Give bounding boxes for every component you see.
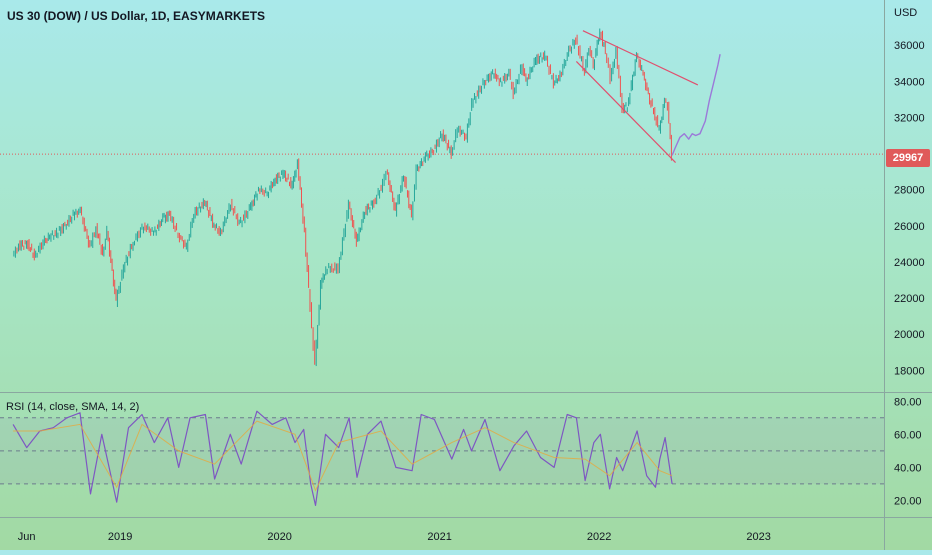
projection-path (671, 54, 721, 156)
trendlines (0, 30, 884, 164)
rsi-tick-label: 40.00 (894, 462, 922, 474)
price-tick-label: 18000 (894, 365, 925, 377)
trendline-upper (582, 30, 699, 86)
price-tick-label: 20000 (894, 329, 925, 341)
current-price-badge: 29967 (886, 149, 930, 167)
chart-title: US 30 (DOW) / US Dollar, 1D, EASYMARKETS (7, 9, 266, 23)
rsi-tick-label: 20.00 (894, 495, 922, 507)
price-tick-label: 26000 (894, 221, 925, 233)
price-tick-label: 28000 (894, 185, 925, 197)
price-tick-label: 34000 (894, 76, 925, 88)
time-tick-label: 2019 (108, 531, 132, 543)
price-tick-label: 36000 (894, 40, 925, 52)
rsi-panel (0, 410, 884, 506)
currency-label: USD (894, 7, 918, 19)
rsi-tick-label: 60.00 (894, 429, 922, 441)
rsi-tick-label: 80.00 (894, 396, 922, 408)
rsi-title[interactable]: RSI (14, close, SMA, 14, 2) (6, 401, 140, 413)
time-tick-label: 2022 (587, 531, 611, 543)
time-tick-label: 2021 (427, 531, 451, 543)
price-tick-label: 32000 (894, 112, 925, 124)
main-series (13, 28, 672, 367)
rsi-line (12, 410, 673, 506)
time-tick-label: 2023 (746, 531, 770, 543)
price-tick-label: 24000 (894, 257, 925, 269)
price-tick-label: 22000 (894, 293, 925, 305)
rsi-sma-line (13, 420, 673, 492)
time-tick-label: 2020 (267, 531, 291, 543)
time-tick-label: Jun (18, 531, 36, 543)
trendline-lower (575, 60, 676, 164)
